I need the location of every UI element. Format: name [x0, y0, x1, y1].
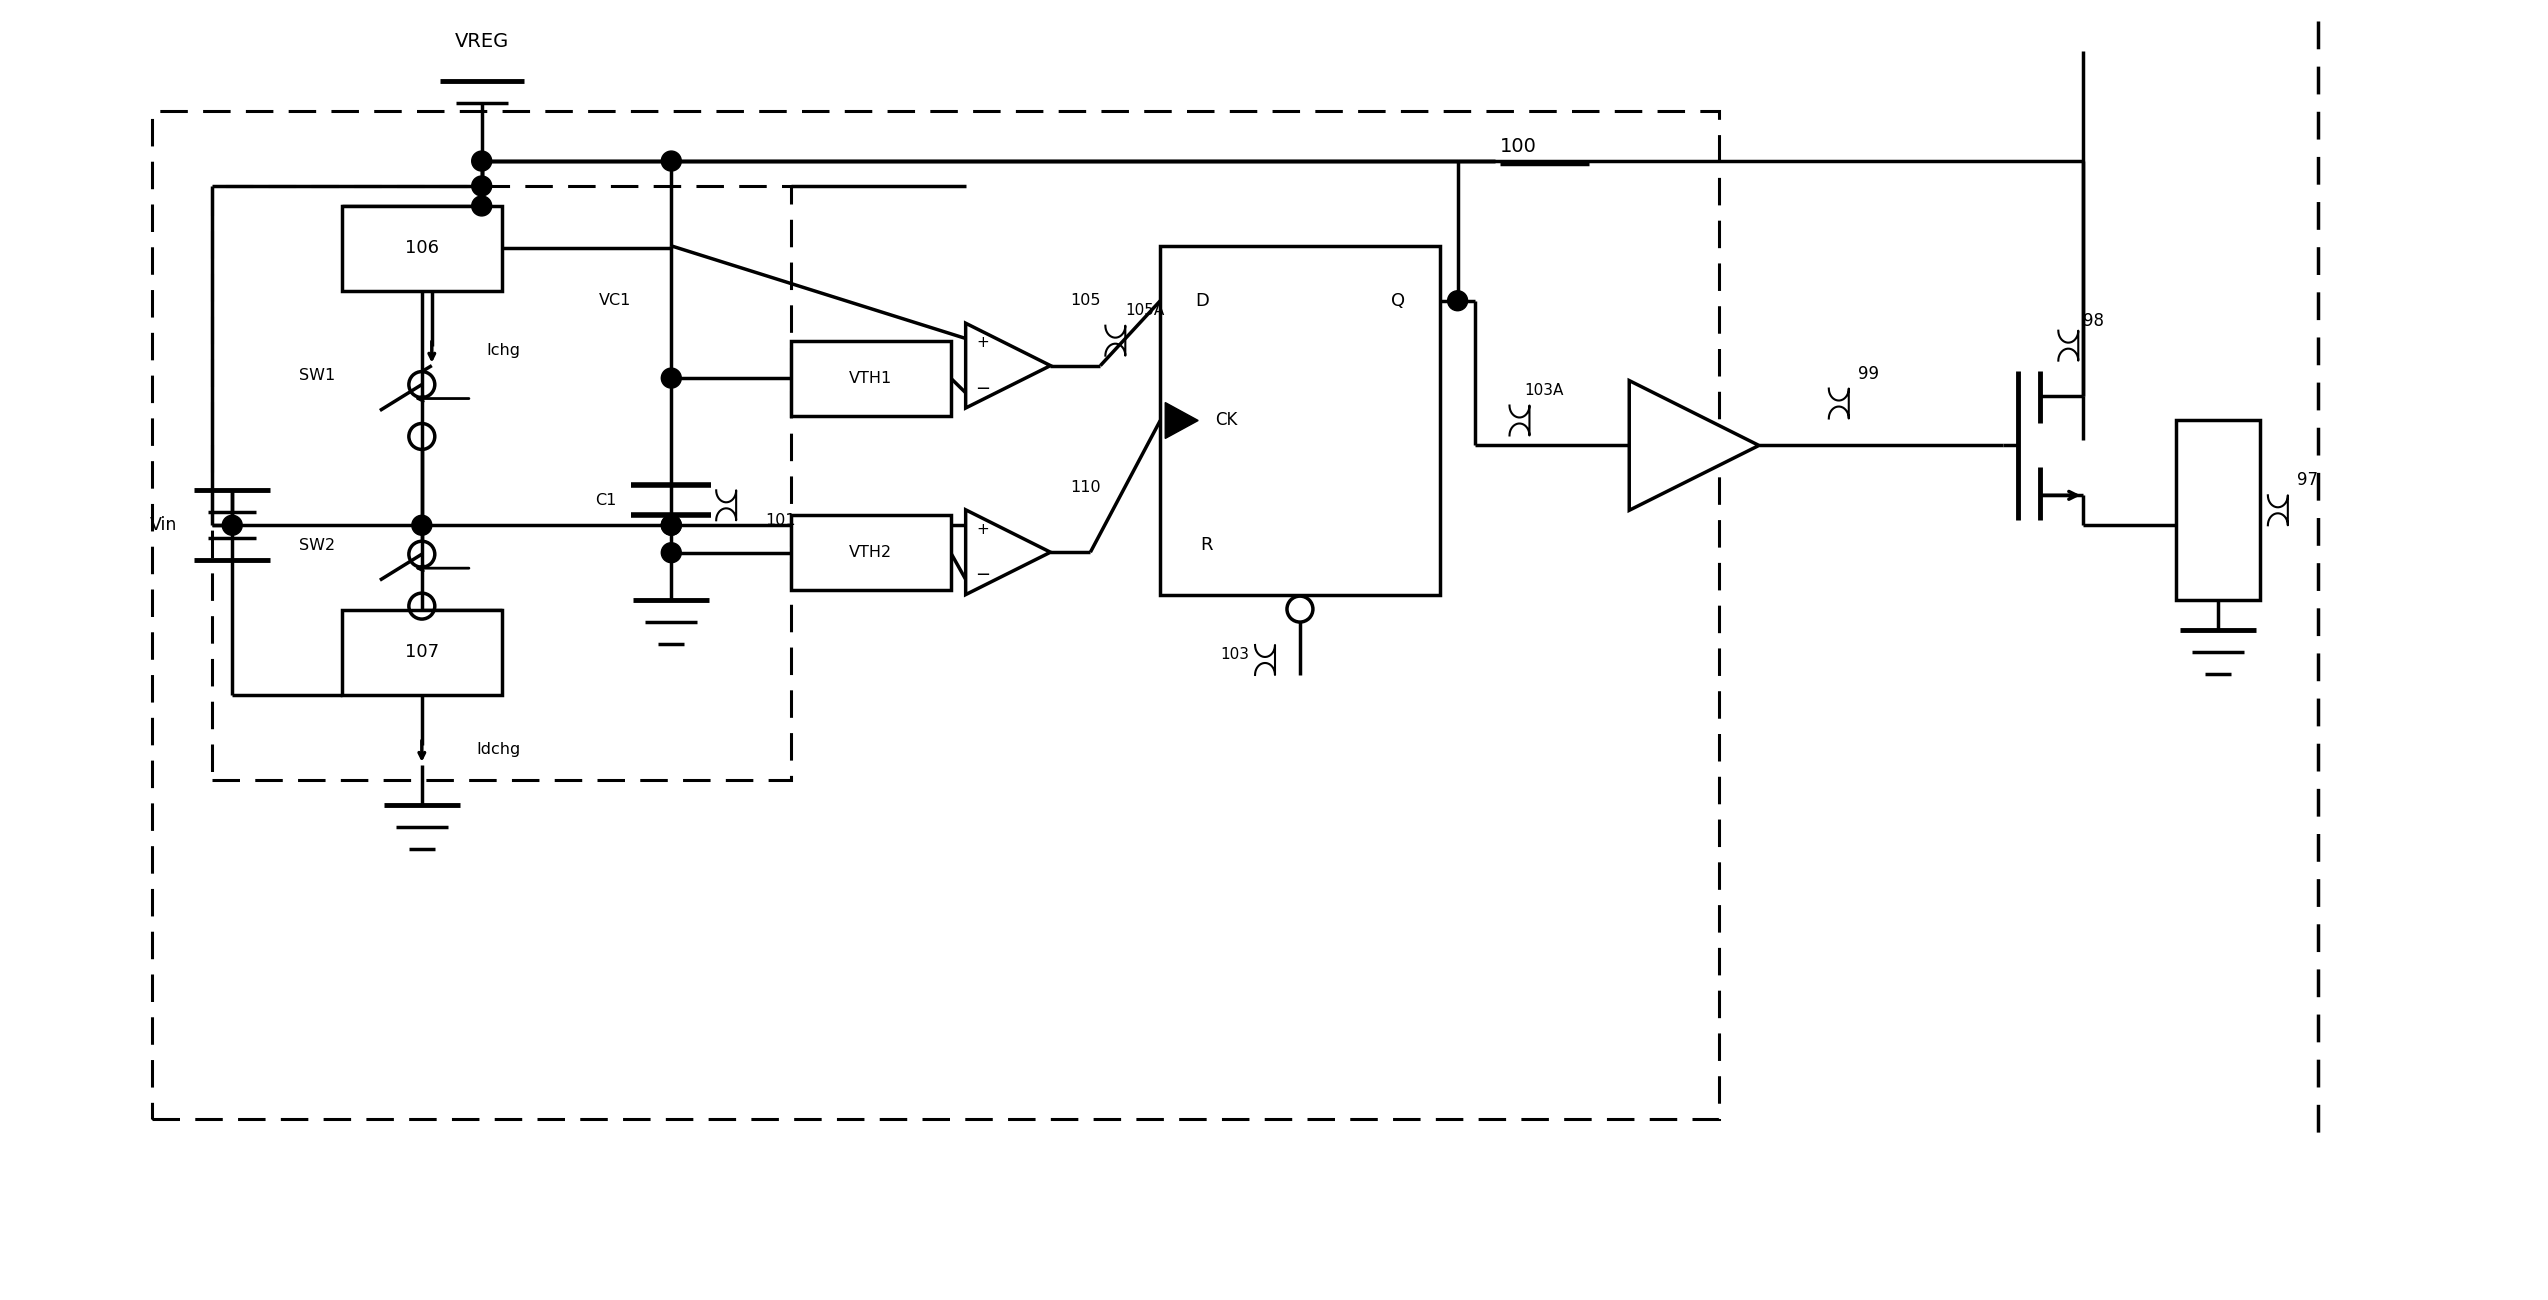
Text: 110: 110 — [1070, 480, 1101, 495]
Polygon shape — [966, 510, 1050, 594]
Text: 99: 99 — [1857, 364, 1880, 382]
Text: 101: 101 — [767, 512, 798, 528]
Text: SW1: SW1 — [298, 368, 336, 384]
Text: Ichg: Ichg — [487, 343, 520, 358]
Text: Idchg: Idchg — [476, 742, 520, 758]
Circle shape — [662, 542, 680, 563]
Text: 98: 98 — [2082, 312, 2105, 330]
Text: Q: Q — [1391, 291, 1404, 309]
Text: SW2: SW2 — [298, 538, 336, 552]
Text: 105A: 105A — [1126, 303, 1164, 318]
Text: 105: 105 — [1070, 294, 1101, 308]
Bar — [211, 186, 790, 780]
Bar — [153, 112, 1720, 1119]
Bar — [2176, 420, 2260, 601]
Text: R: R — [1200, 536, 1213, 554]
Text: +: + — [976, 521, 989, 537]
Text: 107: 107 — [405, 644, 438, 662]
Bar — [341, 205, 502, 291]
Polygon shape — [1628, 381, 1758, 511]
Polygon shape — [966, 324, 1050, 408]
Circle shape — [413, 515, 431, 536]
Circle shape — [222, 515, 242, 536]
Text: 103A: 103A — [1524, 384, 1564, 398]
Circle shape — [662, 515, 680, 536]
Text: 106: 106 — [405, 239, 438, 257]
Text: VREG: VREG — [454, 31, 510, 51]
Circle shape — [471, 151, 492, 172]
Text: −: − — [976, 566, 991, 584]
Text: 100: 100 — [1501, 136, 1536, 156]
Bar — [1159, 246, 1440, 595]
Polygon shape — [1164, 403, 1198, 438]
Circle shape — [1447, 291, 1468, 311]
Circle shape — [662, 151, 680, 172]
Text: 97: 97 — [2298, 472, 2319, 489]
Text: 103: 103 — [1220, 647, 1249, 663]
Circle shape — [662, 368, 680, 389]
Circle shape — [662, 515, 680, 536]
Bar — [790, 515, 950, 590]
Text: CK: CK — [1215, 412, 1238, 429]
Text: −: − — [976, 380, 991, 398]
Circle shape — [471, 196, 492, 216]
Bar — [790, 341, 950, 416]
Text: VTH2: VTH2 — [848, 545, 892, 560]
Text: Vin: Vin — [150, 516, 178, 534]
Text: VTH1: VTH1 — [848, 370, 892, 386]
Text: +: + — [976, 335, 989, 350]
Bar — [341, 610, 502, 696]
Text: C1: C1 — [596, 493, 617, 508]
Text: D: D — [1195, 291, 1210, 309]
Text: VC1: VC1 — [599, 294, 632, 308]
Circle shape — [471, 176, 492, 196]
